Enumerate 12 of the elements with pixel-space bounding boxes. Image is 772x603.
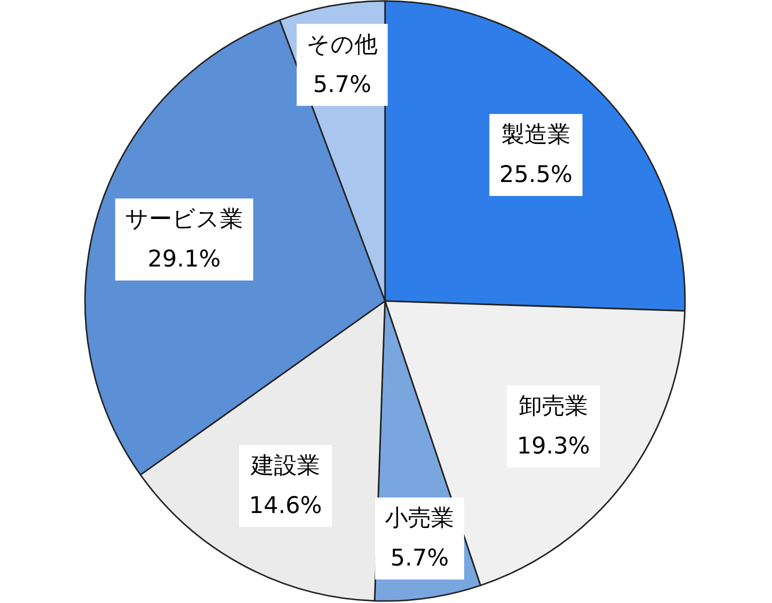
data-label: 5.7% (390, 545, 449, 572)
slice-label: その他 (306, 32, 378, 58)
data-label: 5.7% (312, 72, 372, 98)
slice-label: 小売業 (385, 505, 454, 532)
data-label: 29.1% (148, 246, 221, 273)
data-label: 25.5% (499, 162, 572, 188)
data-label: 19.3% (516, 433, 590, 460)
slice-label: 建設業 (250, 452, 320, 479)
slice-label: 卸売業 (518, 393, 588, 420)
slice-label: 製造業 (501, 122, 570, 148)
slice-label: サービス業 (125, 206, 244, 233)
data-label: 14.6% (248, 492, 322, 519)
